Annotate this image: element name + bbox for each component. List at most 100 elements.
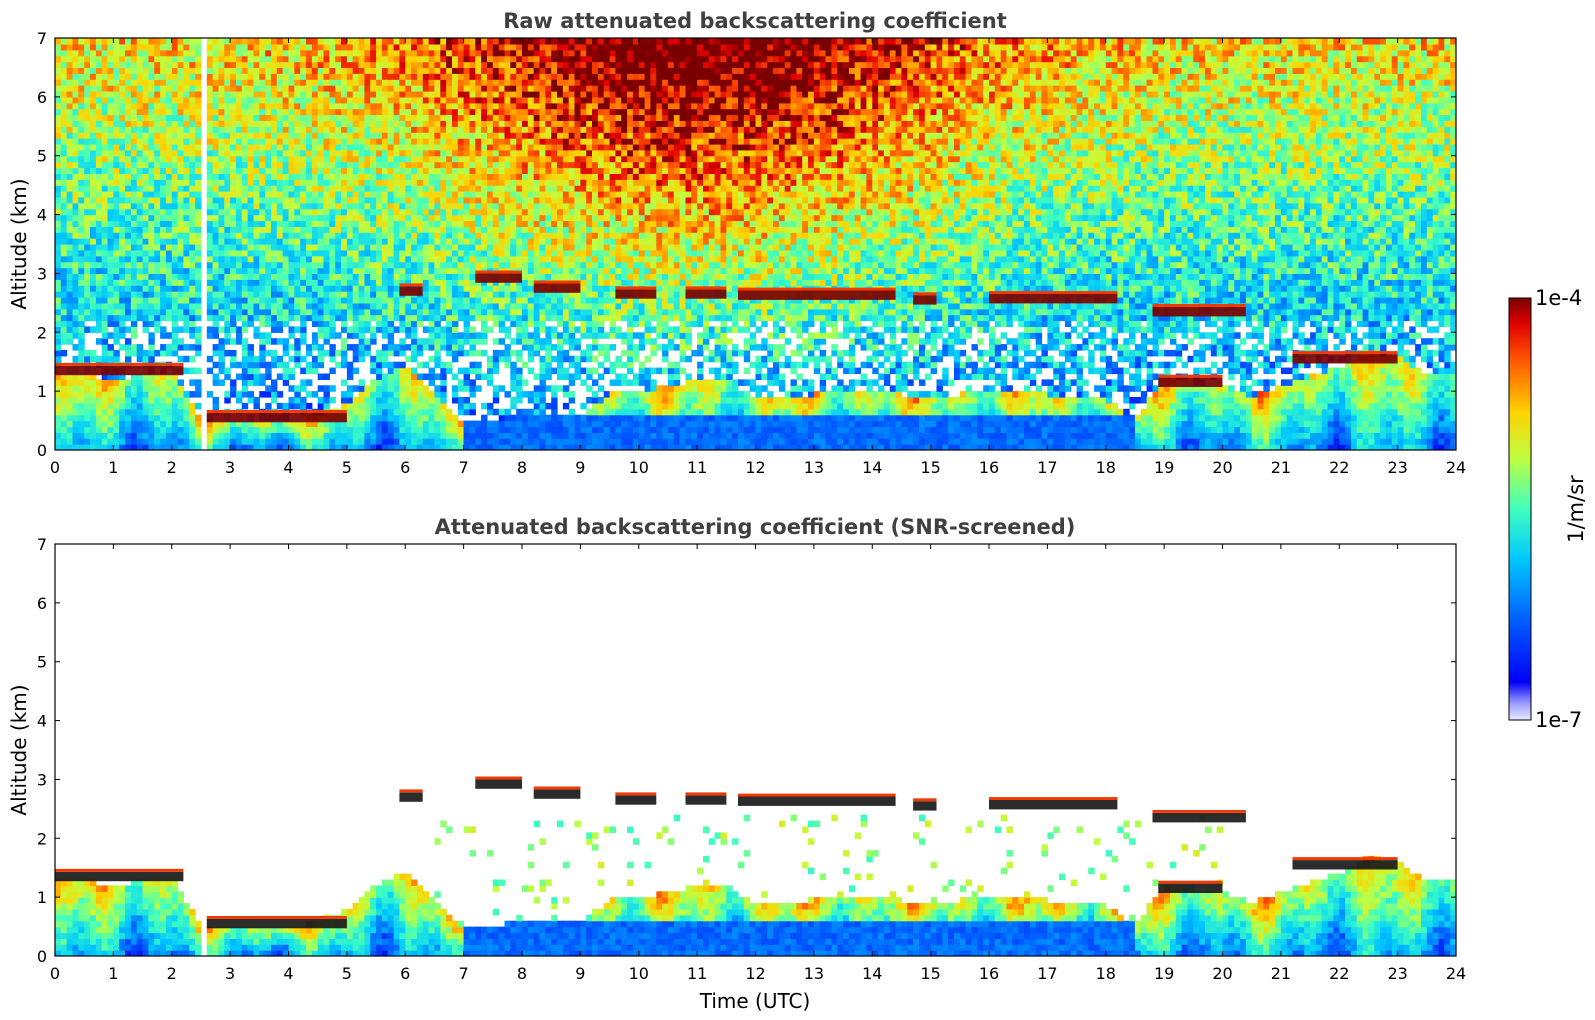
- heatmap-cell: [78, 132, 85, 139]
- heatmap-cell: [306, 96, 313, 104]
- heatmap-cell: [241, 391, 249, 398]
- heatmap-cell: [364, 161, 371, 169]
- heatmap-cell: [440, 96, 447, 104]
- heatmap-cell: [206, 285, 214, 292]
- heatmap-cell: [107, 332, 114, 339]
- heatmap-cell: [311, 85, 319, 92]
- heatmap-cell: [160, 408, 167, 416]
- heatmap-cell: [294, 349, 301, 357]
- heatmap-cell: [253, 302, 260, 310]
- heatmap-cell: [195, 114, 202, 121]
- heatmap-cell: [95, 138, 103, 145]
- heatmap-cell: [364, 249, 371, 257]
- heatmap-cell: [165, 344, 173, 351]
- heatmap-cell: [224, 49, 231, 57]
- heatmap-cell: [177, 344, 184, 351]
- heatmap-cell: [271, 185, 278, 192]
- heatmap-cell: [364, 126, 371, 133]
- heatmap-cell: [230, 244, 237, 251]
- heatmap-cell: [72, 55, 79, 63]
- heatmap-cell: [107, 173, 114, 180]
- heatmap-cell: [370, 267, 377, 274]
- heatmap-cell: [160, 108, 167, 116]
- heatmap-cell: [125, 285, 132, 292]
- heatmap-cell: [66, 173, 74, 180]
- heatmap-cell: [95, 108, 103, 116]
- heatmap-cell: [90, 179, 97, 186]
- heatmap-cell: [364, 291, 371, 298]
- heatmap-cell: [247, 91, 254, 98]
- heatmap-cell: [381, 114, 389, 121]
- heatmap-cell: [288, 196, 295, 204]
- heatmap-cell: [154, 38, 161, 45]
- heatmap-cell: [463, 291, 470, 298]
- heatmap-cell: [422, 402, 430, 410]
- heatmap-cell: [370, 314, 377, 322]
- heatmap-cell: [189, 367, 196, 375]
- heatmap-cell: [160, 332, 167, 339]
- heatmap-cell: [393, 314, 400, 322]
- heatmap-cell: [265, 238, 272, 245]
- heatmap-cell: [416, 143, 424, 151]
- heatmap-cell: [195, 273, 202, 280]
- heatmap-cell: [160, 379, 167, 386]
- heatmap-cell: [428, 402, 435, 410]
- heatmap-cell: [317, 55, 325, 63]
- heatmap-cell: [469, 67, 476, 74]
- heatmap-cell: [452, 132, 459, 139]
- heatmap-cell: [411, 444, 418, 450]
- heatmap-cell: [416, 302, 424, 310]
- heatmap-cell: [165, 426, 173, 433]
- heatmap-cell: [387, 220, 395, 227]
- heatmap-cell: [84, 138, 91, 145]
- heatmap-cell: [136, 391, 144, 398]
- heatmap-cell: [276, 273, 284, 280]
- heatmap-cell: [446, 226, 453, 233]
- heatmap-cell: [492, 408, 500, 416]
- heatmap-cell: [130, 67, 138, 74]
- heatmap-cell: [107, 432, 114, 439]
- heatmap-cell: [72, 79, 79, 86]
- heatmap-cell: [504, 238, 511, 245]
- heatmap-cell: [405, 120, 412, 127]
- heatmap-cell: [276, 67, 284, 74]
- heatmap-cell: [422, 267, 430, 274]
- heatmap-cell: [259, 220, 266, 227]
- heatmap-cell: [504, 391, 511, 398]
- heatmap-cell: [224, 244, 231, 251]
- heatmap-cell: [358, 73, 365, 80]
- heatmap-cell: [154, 161, 161, 169]
- heatmap-cell: [171, 155, 179, 163]
- heatmap-cell: [452, 185, 459, 192]
- heatmap-cell: [265, 255, 272, 263]
- heatmap-cell: [364, 132, 371, 139]
- heatmap-cell: [446, 196, 453, 204]
- heatmap-cell: [177, 138, 184, 145]
- heatmap-cell: [422, 414, 430, 422]
- heatmap-cell: [183, 208, 190, 216]
- heatmap-cell: [224, 297, 231, 304]
- heatmap-cell: [329, 143, 336, 151]
- heatmap-cell: [317, 267, 325, 274]
- heatmap-cell: [446, 220, 453, 227]
- heatmap-cell: [422, 308, 430, 316]
- heatmap-cell: [165, 61, 173, 68]
- heatmap-cell: [393, 96, 400, 104]
- heatmap-cell: [323, 273, 330, 280]
- heatmap-cell: [90, 73, 97, 80]
- heatmap-cell: [306, 208, 313, 216]
- heatmap-cell: [370, 167, 377, 174]
- heatmap-cell: [119, 438, 126, 445]
- heatmap-cell: [358, 120, 365, 127]
- heatmap-cell: [335, 132, 342, 139]
- heatmap-cell: [95, 73, 103, 80]
- heatmap-cell: [440, 214, 447, 222]
- heatmap-cell: [113, 126, 120, 133]
- heatmap-cell: [352, 102, 360, 110]
- heatmap-cell: [370, 91, 377, 98]
- heatmap-cell: [84, 214, 91, 222]
- heatmap-cell: [393, 173, 400, 180]
- heatmap-cell: [358, 102, 365, 110]
- heatmap-cell: [247, 132, 254, 139]
- heatmap-cell: [160, 273, 167, 280]
